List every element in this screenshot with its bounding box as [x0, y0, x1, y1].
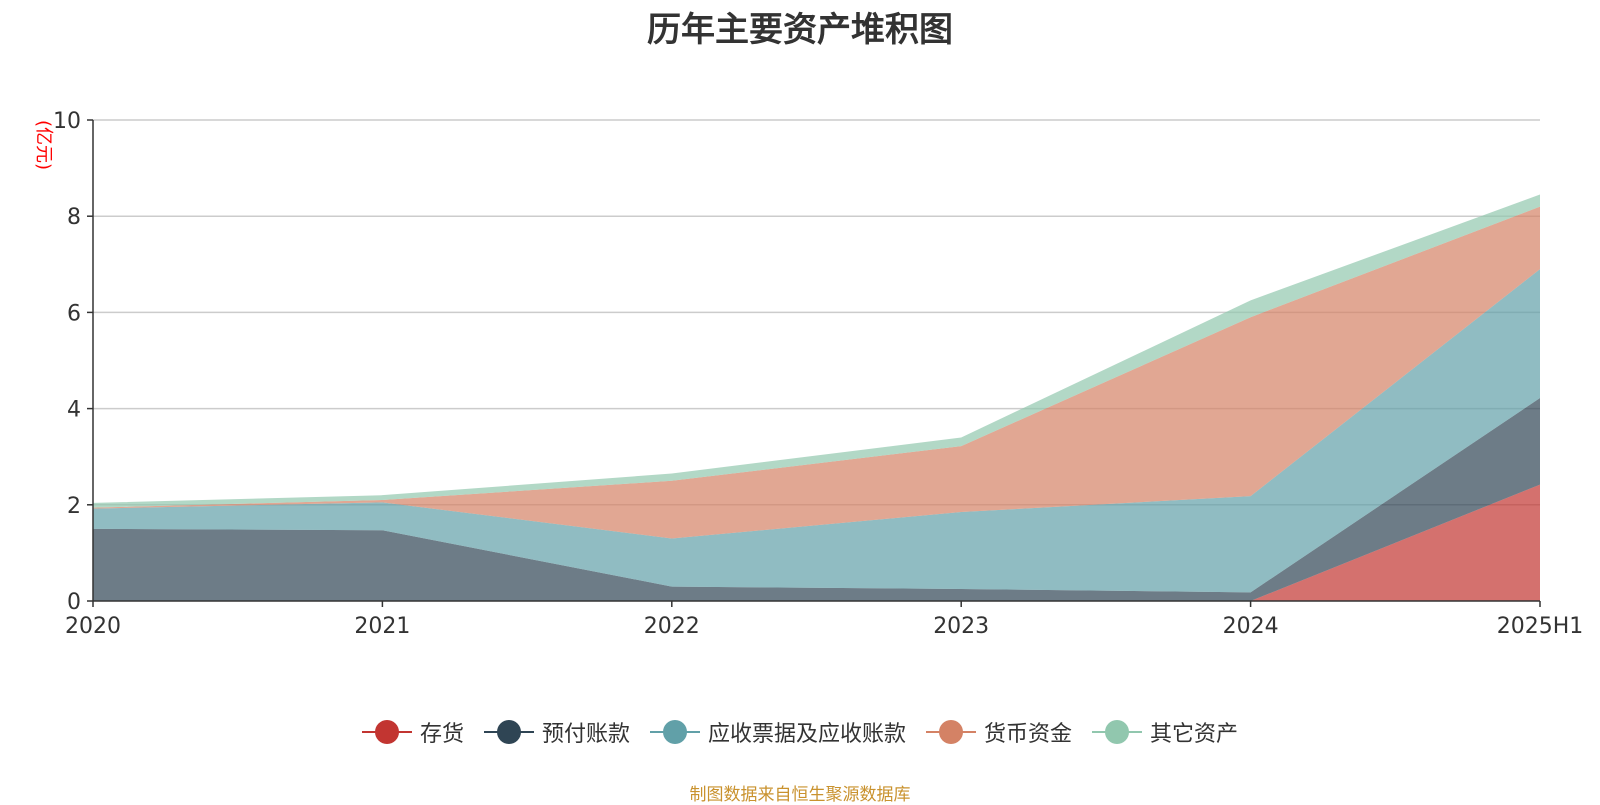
x-tick-label: 2020 [65, 614, 121, 639]
chart-title: 历年主要资产堆积图 [647, 10, 953, 50]
legend-item[interactable]: 存货 [361, 716, 464, 748]
legend-label: 货币资金 [984, 722, 1073, 747]
legend-marker-icon [361, 719, 412, 745]
axes: 0 2 4 6 8 10 2020 2021 2022 2023 2024 2025H1 [53, 109, 1583, 639]
x-tick-label: 2025H1 [1497, 614, 1584, 639]
legend-label: 预付账款 [541, 722, 630, 747]
x-tick-label: 2022 [644, 614, 700, 639]
legend-marker-icon [649, 719, 700, 745]
y-tick-label: 8 [67, 205, 81, 230]
chart-area: 0 2 4 6 8 10 2020 2021 2022 2023 2024 2025H1 (亿元) [33, 109, 1583, 639]
source-note: 制图数据来自恒生聚源数据库 [689, 785, 911, 805]
legend-item[interactable]: 其它资产 [1092, 716, 1238, 748]
y-tick-label: 4 [67, 398, 81, 423]
y-tick-label: 10 [53, 109, 81, 134]
area-series-货币资金 [93, 206, 1540, 539]
y-tick-label: 2 [67, 494, 81, 519]
legend-label: 其它资产 [1150, 722, 1239, 747]
y-axis-unit-label: (亿元) [33, 120, 54, 170]
legend-label: 存货 [419, 722, 464, 747]
x-tick-label: 2023 [933, 614, 989, 639]
legend-item[interactable]: 应收票据及应收账款 [649, 716, 906, 748]
area-series-应收票据及应收账款 [93, 269, 1540, 593]
legend-marker-icon [483, 719, 534, 745]
area-series-存货 [93, 484, 1540, 601]
series-areas [93, 194, 1540, 601]
x-tick-label: 2024 [1223, 614, 1279, 639]
x-tick-label: 2021 [354, 614, 410, 639]
legend-item[interactable]: 货币资金 [926, 716, 1072, 748]
legend: 存货 预付账款 应收票据及应收账款 货币资金 其它资产 [0, 716, 1600, 748]
legend-marker-icon [926, 719, 976, 745]
legend-marker-icon [1092, 719, 1143, 745]
y-tick-label: 6 [67, 301, 81, 326]
area-series-预付账款 [93, 398, 1540, 601]
y-tick-label: 0 [67, 590, 81, 615]
legend-item[interactable]: 预付账款 [483, 716, 630, 748]
legend-label: 应收票据及应收账款 [707, 722, 906, 747]
